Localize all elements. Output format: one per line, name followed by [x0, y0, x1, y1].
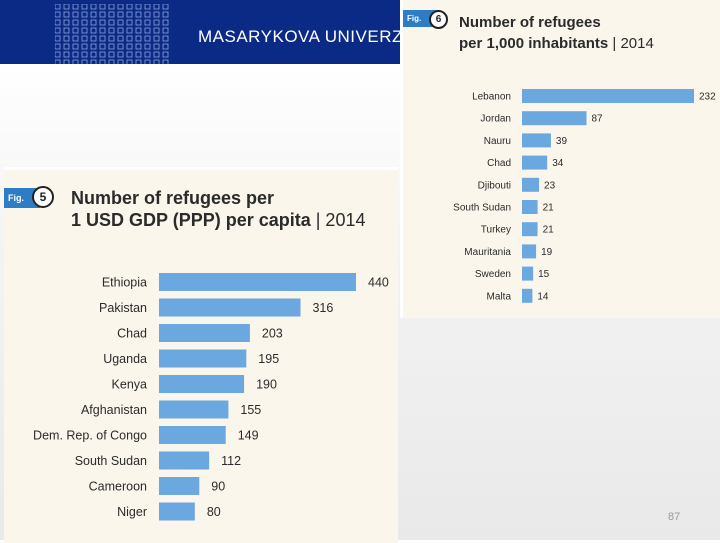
fig5-bar-chart: Ethiopia 440 Pakistan 316 Chad 203 Uganda 195 Ke…: [33, 273, 389, 521]
chart-card-fig5: Fig. 5 Number of refugees per 1 USD GDP …: [4, 167, 398, 543]
fig5-bar: [159, 502, 195, 521]
fig5-value-label: 155: [240, 403, 261, 417]
fig5-title-year: | 2014: [310, 210, 366, 230]
fig6-title-line2: per 1,000 inhabitants: [459, 35, 609, 52]
fig6-label: Fig.: [403, 10, 437, 27]
fig6-category-label: Turkey: [481, 225, 511, 236]
fig5-bar: [159, 349, 247, 368]
fig5-category-label: South Sudan: [75, 454, 147, 468]
fig5-category-label: Kenya: [112, 377, 147, 391]
fig5-number: 5: [32, 186, 54, 208]
fig5-bar: [159, 477, 200, 495]
fig5-value-label: 190: [256, 377, 277, 391]
fig5-value-label: 112: [221, 454, 241, 468]
fig6-value-label: 19: [541, 247, 553, 258]
fig5-value-label: 90: [211, 479, 225, 493]
fig6-bar: [522, 222, 538, 237]
fig5-label: Fig.: [4, 188, 40, 208]
fig5-value-label: 316: [312, 301, 333, 315]
fig6-title: Number of refugees per 1,000 inhabitants…: [459, 12, 654, 54]
page-number: 87: [668, 511, 681, 523]
fig5-title-line2: 1 USD GDP (PPP) per capita: [71, 210, 311, 230]
fig6-category-label: Malta: [487, 291, 512, 302]
fig5-category-label: Afghanistan: [81, 403, 147, 417]
fig5-category-label: Ethiopia: [102, 275, 147, 289]
fig6-category-label: Nauru: [484, 136, 511, 147]
fig6-value-label: 23: [544, 180, 556, 191]
fig5-category-label: Cameroon: [89, 479, 147, 493]
fig5-title-line1: Number of refugees per: [71, 188, 275, 208]
fig6-value-label: 21: [543, 203, 555, 214]
fig6-value-label: 21: [543, 225, 555, 236]
fig6-bar: [522, 111, 587, 126]
fig5-category-label: Niger: [117, 505, 147, 519]
fig6-category-label: Jordan: [480, 114, 511, 125]
fig6-category-label: Djibouti: [478, 180, 511, 191]
fig6-title-line1: Number of refugees: [459, 14, 601, 31]
fig6-bar: [522, 177, 540, 192]
fig5-category-label: Chad: [117, 326, 147, 340]
fig5-bar: [159, 375, 245, 393]
fig5-category-label: Pakistan: [99, 301, 147, 315]
fig6-bar: [522, 244, 537, 259]
fig5-value-label: 440: [368, 275, 389, 289]
fig5-value-label: 203: [262, 326, 283, 340]
fig6-value-label: 39: [556, 136, 568, 147]
fig5-bar: [159, 400, 229, 419]
fig5-bar: [159, 451, 210, 470]
fig5-value-label: 80: [207, 505, 221, 519]
banner-title: MASARYKOVA UNIVERZ: [198, 27, 400, 46]
fig5-category-label: Dem. Rep. of Congo: [33, 428, 147, 442]
fig6-bar: [522, 155, 548, 170]
fig6-bar: [522, 89, 694, 103]
fig6-number: 6: [429, 10, 448, 29]
fig6-category-label: Chad: [487, 158, 511, 169]
fig6-category-label: Lebanon: [472, 92, 511, 103]
fig6-bar-chart: Lebanon 232 Jordan 87 Nauru 39 Chad 34 Djibouti 2…: [453, 89, 716, 303]
fig5-value-label: 195: [258, 352, 279, 366]
fig6-value-label: 87: [592, 114, 604, 125]
fig6-value-label: 232: [699, 92, 716, 103]
fig5-value-label: 149: [238, 428, 259, 442]
fig5-bar: [159, 273, 356, 291]
fig6-bar: [522, 288, 533, 303]
fig5-bar: [159, 324, 250, 342]
fig6-category-label: Sweden: [475, 269, 511, 280]
fig6-bar: [522, 200, 538, 214]
fig5-bar: [159, 426, 226, 444]
fig5-category-label: Uganda: [103, 352, 147, 366]
university-banner: MASARYKOVA UNIVERZ: [0, 0, 400, 64]
fig6-title-year: | 2014: [608, 35, 654, 52]
fig6-category-label: Mauritania: [464, 247, 511, 258]
fig6-category-label: South Sudan: [453, 203, 511, 214]
fig6-bar: [522, 266, 534, 281]
fig6-value-label: 34: [552, 158, 564, 169]
fig6-bar: [522, 133, 551, 148]
fig5-title: Number of refugees per 1 USD GDP (PPP) p…: [71, 187, 365, 231]
logo-dot-pattern: [55, 4, 169, 64]
fig6-value-label: 14: [537, 291, 549, 302]
fig6-value-label: 15: [538, 269, 550, 280]
chart-card-fig6: Fig. 6 Number of refugees per 1,000 inha…: [400, 0, 720, 318]
fig5-bar: [159, 298, 301, 317]
